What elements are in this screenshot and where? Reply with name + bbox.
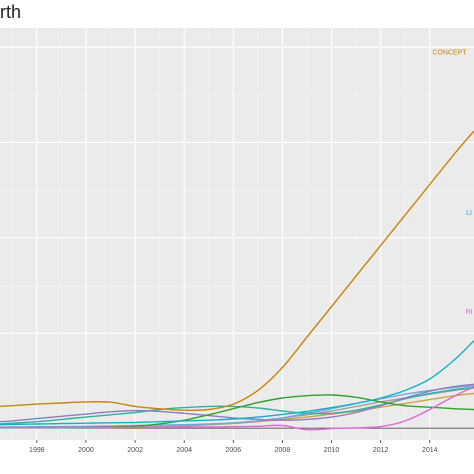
series-line-6 bbox=[0, 385, 474, 428]
x-tick-label: 1998 bbox=[29, 447, 45, 454]
series-line-4 bbox=[0, 383, 474, 423]
x-tick-label: 2008 bbox=[275, 447, 291, 454]
series-label: RI bbox=[466, 309, 473, 316]
x-tick-label: 2014 bbox=[422, 447, 438, 454]
chart-title: rth bbox=[0, 2, 22, 22]
x-tick-label: 2006 bbox=[226, 447, 242, 454]
x-tick-label: 2004 bbox=[176, 447, 192, 454]
series-label: LI bbox=[466, 210, 472, 217]
series-line-0 bbox=[0, 130, 474, 412]
series-label: CONCEPT bbox=[432, 50, 467, 57]
x-tick-label: 2012 bbox=[373, 447, 389, 454]
plot-background bbox=[0, 28, 474, 440]
x-tick-label: 2002 bbox=[127, 447, 143, 454]
series-line-1 bbox=[0, 340, 474, 426]
series-line-2 bbox=[0, 385, 474, 431]
x-tick-label: 2010 bbox=[324, 447, 340, 454]
x-tick-label: 2000 bbox=[78, 447, 94, 454]
